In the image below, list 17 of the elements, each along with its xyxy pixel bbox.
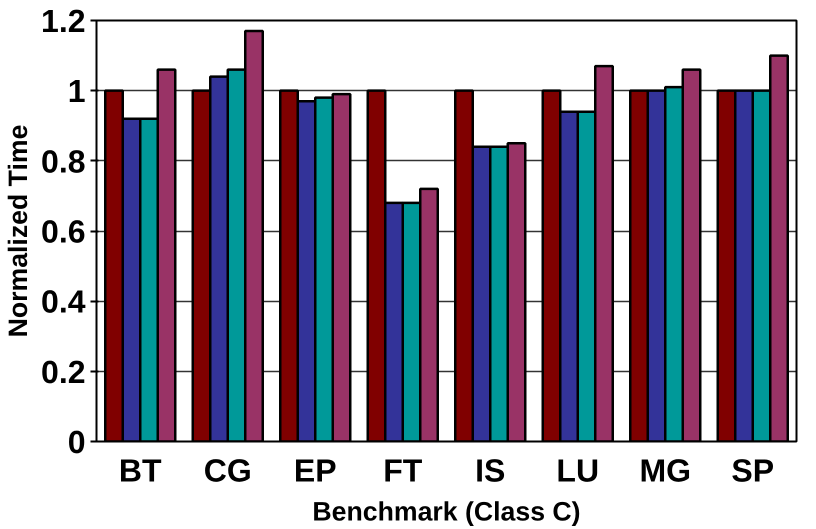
y-tick-label: 0.4 (41, 284, 86, 320)
y-tick-label: 0 (68, 424, 86, 460)
x-tick-label: MG (639, 452, 692, 488)
x-axis-title: Benchmark (Class C) (312, 496, 581, 526)
x-tick-label: IS (475, 452, 506, 488)
y-axis-title: Normalized Time (3, 124, 34, 338)
y-tick-label: 1 (68, 73, 86, 110)
x-tick-label: CG (204, 452, 252, 488)
x-tick-label: BT (118, 452, 162, 488)
y-tick-label: 0.6 (41, 214, 86, 250)
y-tick-label: 1.2 (41, 3, 86, 39)
x-tick-label: EP (294, 452, 337, 488)
x-tick-label: SP (731, 452, 774, 488)
x-tick-label: LU (556, 452, 600, 488)
x-tick-label: FT (383, 452, 423, 488)
y-tick-label: 0.2 (41, 354, 86, 390)
y-tick-label: 0.8 (41, 143, 86, 180)
